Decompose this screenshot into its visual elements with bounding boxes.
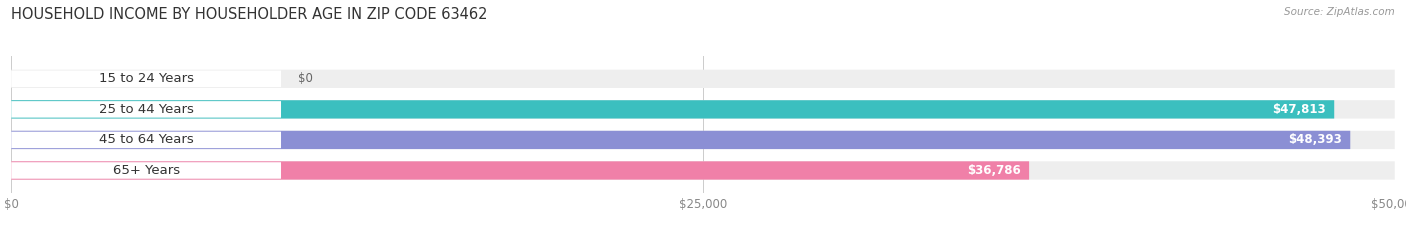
Text: $48,393: $48,393	[1288, 134, 1341, 146]
Text: Source: ZipAtlas.com: Source: ZipAtlas.com	[1284, 7, 1395, 17]
Text: 45 to 64 Years: 45 to 64 Years	[98, 134, 194, 146]
FancyBboxPatch shape	[11, 161, 1029, 180]
Text: $47,813: $47,813	[1272, 103, 1326, 116]
FancyBboxPatch shape	[11, 131, 1350, 149]
Text: 65+ Years: 65+ Years	[112, 164, 180, 177]
FancyBboxPatch shape	[11, 70, 1395, 88]
FancyBboxPatch shape	[11, 101, 281, 118]
Text: HOUSEHOLD INCOME BY HOUSEHOLDER AGE IN ZIP CODE 63462: HOUSEHOLD INCOME BY HOUSEHOLDER AGE IN Z…	[11, 7, 488, 22]
FancyBboxPatch shape	[11, 71, 281, 87]
Text: 25 to 44 Years: 25 to 44 Years	[98, 103, 194, 116]
FancyBboxPatch shape	[11, 162, 281, 179]
FancyBboxPatch shape	[11, 132, 281, 148]
Text: $36,786: $36,786	[967, 164, 1021, 177]
Text: 15 to 24 Years: 15 to 24 Years	[98, 72, 194, 85]
FancyBboxPatch shape	[11, 131, 1395, 149]
Text: $0: $0	[298, 72, 312, 85]
FancyBboxPatch shape	[11, 100, 1395, 119]
FancyBboxPatch shape	[11, 100, 1334, 119]
FancyBboxPatch shape	[11, 161, 1395, 180]
